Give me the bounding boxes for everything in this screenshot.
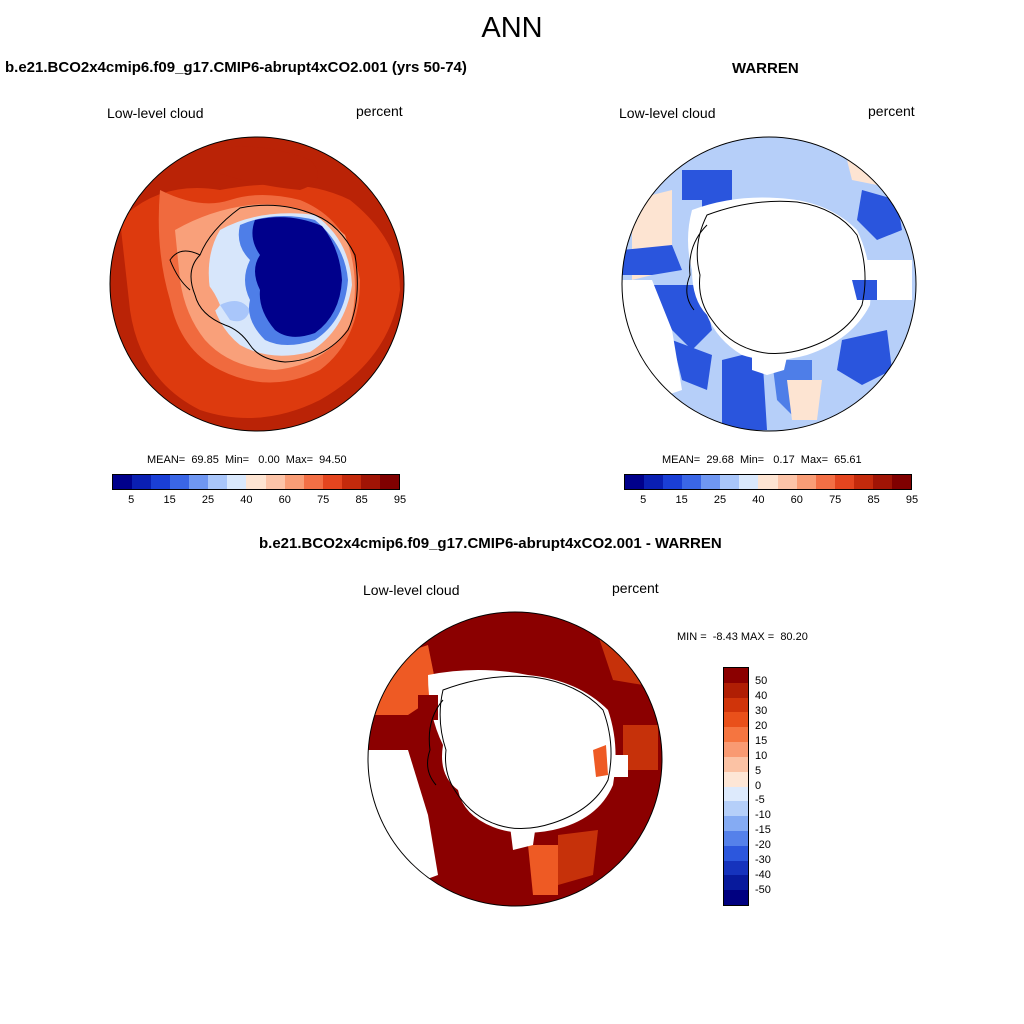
colorbar-swatch-diff [724,712,748,728]
polar-map-obs [621,136,917,432]
colorbar-tick-label: 0 [755,779,762,792]
colorbar-swatch-model [170,475,190,489]
colorbar-tick-label: -20 [755,839,771,852]
colorbar-ticks-model: 5 15 25 40 60 75 85 95 [112,494,406,508]
colorbar-swatch-model [189,475,209,489]
colorbar-swatch-obs [815,475,835,489]
colorbar-swatch-model [265,475,285,489]
colorbar-swatch-diff [724,860,748,876]
colorbar-obs [624,474,912,490]
colorbar-tick-label: 15 [163,494,176,506]
colorbar-swatch-obs [777,475,797,489]
colorbar-tick-label: -5 [755,794,765,807]
colorbar-tick-label: 75 [829,494,842,506]
units-label-model: percent [356,103,403,119]
colorbar-tick-label: 5 [640,494,647,506]
colorbar-swatch-diff [724,890,748,905]
colorbar-swatch-diff [724,875,748,891]
colorbar-tick-label: 95 [393,494,407,506]
colorbar-swatch-obs [644,475,664,489]
colorbar-swatch-obs [853,475,873,489]
colorbar-swatch-diff [724,845,748,861]
colorbar-tick-label: -10 [755,809,771,822]
colorbar-swatch-obs [625,475,645,489]
colorbar-tick-label: -50 [755,884,771,897]
colorbar-swatch-model [341,475,361,489]
colorbar-tick-label: 40 [752,494,765,506]
colorbar-swatch-diff [724,727,748,743]
colorbar-swatch-model [360,475,380,489]
colorbar-ticks-diff: 50 40 30 20 15 10 5 0 -5 -10 -15 -20 -30 -40 -50 [755,667,795,906]
units-label-obs: percent [868,103,915,119]
colorbar-tick-label: 10 [755,749,768,762]
colorbar-tick-label: 25 [713,494,727,506]
colorbar-tick-label: 50 [755,674,768,687]
colorbar-tick-label: 30 [755,704,768,717]
colorbar-swatch-diff [724,668,748,683]
figure-title: ANN [481,12,543,44]
variable-label-model: Low-level cloud [107,105,204,121]
stats-diff: MIN = -8.43 MAX = 80.20 [677,631,808,643]
colorbar-swatch-obs [872,475,892,489]
colorbar-tick-label: 15 [755,734,768,747]
colorbar-swatch-model [322,475,342,489]
colorbar-tick-label: 75 [317,494,330,506]
colorbar-swatch-diff [724,830,748,846]
colorbar-swatch-model [227,475,247,489]
colorbar-tick-label: 5 [128,494,135,506]
colorbar-swatch-diff [724,756,748,772]
colorbar-ticks-obs: 5 15 25 40 60 75 85 95 [624,494,918,508]
polar-map-model [109,136,405,432]
colorbar-swatch-model [303,475,323,489]
panel-title-obs: WARREN [732,60,799,77]
colorbar-tick-label: 40 [755,689,768,702]
colorbar-swatch-model [132,475,152,489]
colorbar-swatch-obs [682,475,702,489]
colorbar-swatch-diff [724,771,748,787]
colorbar-swatch-obs [834,475,854,489]
colorbar-swatch-obs [701,475,721,489]
colorbar-tick-label: -40 [755,869,771,882]
polar-map-diff [367,611,663,907]
colorbar-tick-label: 85 [867,494,880,506]
colorbar-swatch-diff [724,786,748,802]
colorbar-diff [723,667,749,906]
panel-title-diff: b.e21.BCO2x4cmip6.f09_g17.CMIP6-abrupt4x… [259,535,722,552]
colorbar-swatch-model [284,475,304,489]
colorbar-swatch-model [151,475,171,489]
variable-label-diff: Low-level cloud [363,582,460,598]
colorbar-swatch-obs [758,475,778,489]
colorbar-swatch-diff [724,682,748,698]
colorbar-tick-label: 60 [278,494,291,506]
colorbar-tick-label: 60 [790,494,803,506]
colorbar-swatch-model [246,475,266,489]
colorbar-tick-label: 40 [240,494,253,506]
colorbar-swatch-obs [739,475,759,489]
panel-title-model: b.e21.BCO2x4cmip6.f09_g17.CMIP6-abrupt4x… [5,59,467,76]
colorbar-swatch-model [379,475,399,489]
colorbar-tick-label: 20 [755,719,768,732]
stats-obs: MEAN= 29.68 Min= 0.17 Max= 65.61 [662,454,862,466]
colorbar-tick-label: 5 [755,764,762,777]
stats-model: MEAN= 69.85 Min= 0.00 Max= 94.50 [147,454,347,466]
colorbar-tick-label: -15 [755,824,771,837]
colorbar-swatch-obs [891,475,911,489]
colorbar-swatch-obs [663,475,683,489]
colorbar-tick-label: 25 [201,494,215,506]
colorbar-swatch-obs [796,475,816,489]
colorbar-swatch-model [113,475,133,489]
colorbar-tick-label: -30 [755,854,771,867]
colorbar-swatch-diff [724,801,748,817]
colorbar-tick-label: 85 [355,494,368,506]
colorbar-tick-label: 15 [675,494,688,506]
colorbar-swatch-obs [720,475,740,489]
units-label-diff: percent [612,580,659,596]
colorbar-swatch-diff [724,697,748,713]
colorbar-swatch-diff [724,816,748,831]
colorbar-swatch-model [208,475,228,489]
colorbar-model [112,474,400,490]
variable-label-obs: Low-level cloud [619,105,716,121]
colorbar-swatch-diff [724,742,748,757]
colorbar-tick-label: 95 [905,494,919,506]
